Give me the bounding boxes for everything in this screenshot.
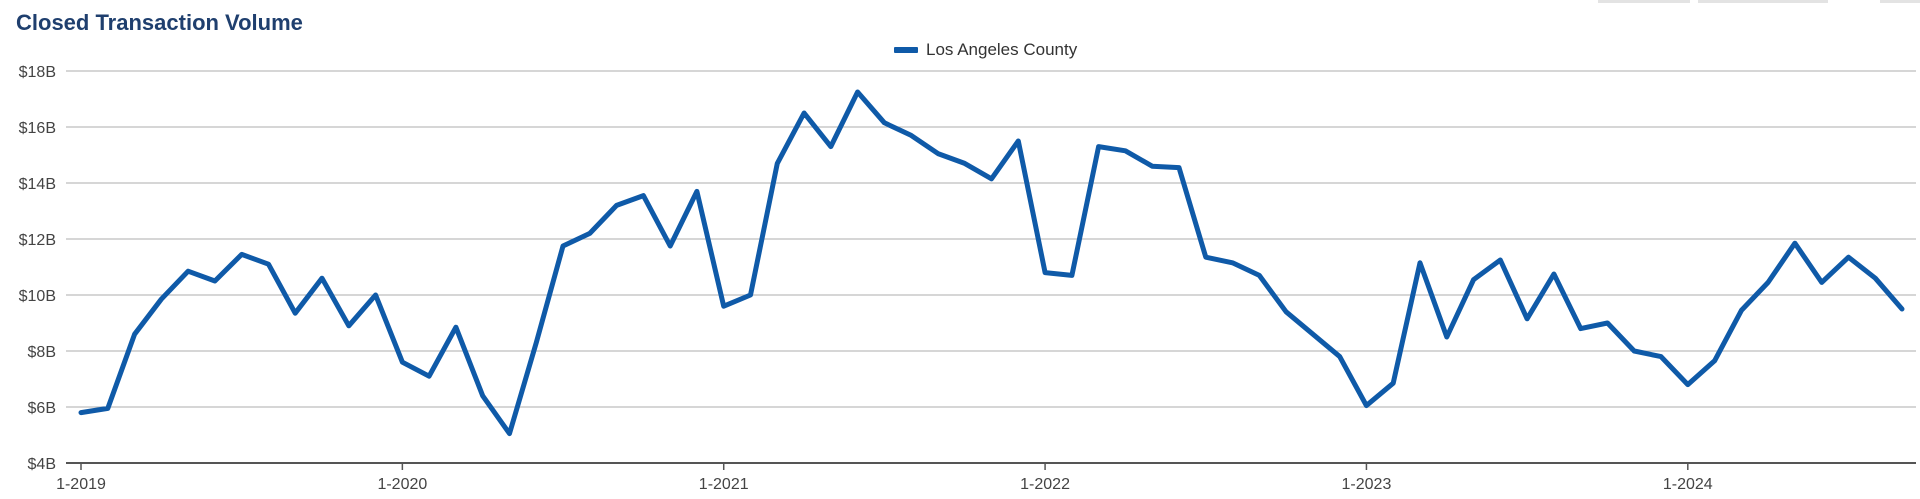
y-tick-label: $4B [28, 456, 56, 473]
y-tick-label: $14B [19, 176, 56, 193]
x-tick-label: 1-2022 [1020, 476, 1070, 493]
chart-title: Closed Transaction Volume [16, 10, 303, 35]
y-tick-label: $12B [19, 232, 56, 249]
y-tick-label: $16B [19, 120, 56, 137]
legend-label: Los Angeles County [926, 40, 1078, 59]
y-tick-label: $6B [28, 400, 56, 417]
series-line-los-angeles-county [78, 89, 1905, 437]
top-tab-3 [1880, 0, 1920, 3]
top-tab-1 [1598, 0, 1690, 3]
y-tick-label: $10B [19, 288, 56, 305]
grid-lines [66, 70, 1916, 408]
y-tick-label: $8B [28, 344, 56, 361]
series-group [78, 89, 1905, 437]
x-tick-label: 1-2023 [1342, 476, 1392, 493]
x-tick-label: 1-2020 [377, 476, 427, 493]
x-tick-label: 1-2019 [56, 476, 106, 493]
legend-swatch [894, 47, 918, 53]
top-tab-2 [1698, 0, 1828, 3]
x-tick-label: 1-2024 [1663, 476, 1713, 493]
y-tick-label: $18B [19, 64, 56, 81]
y-axis: $4B $6B $8B $10B $12B $14B $16B $18B [19, 64, 56, 473]
x-axis: 1-2019 1-2020 1-2021 1-2022 1-2023 1-2024 [56, 462, 1916, 493]
legend[interactable]: Los Angeles County [894, 40, 1077, 60]
x-tick-label: 1-2021 [699, 476, 749, 493]
